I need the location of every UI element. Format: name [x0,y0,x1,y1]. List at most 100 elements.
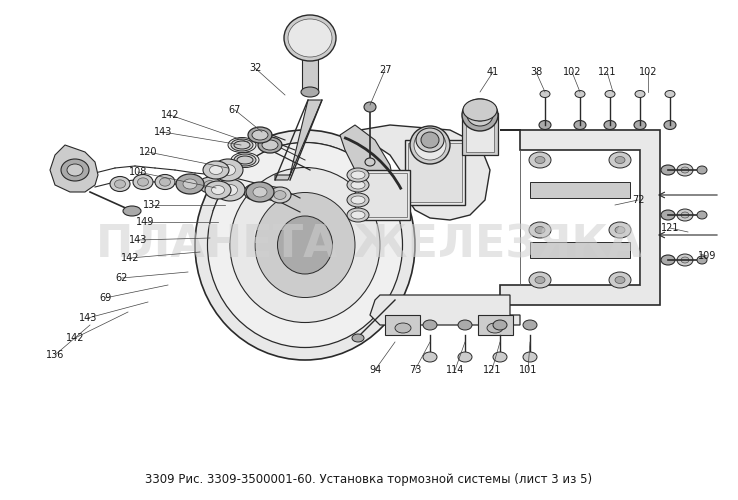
Ellipse shape [67,164,83,176]
Ellipse shape [114,180,125,188]
Text: 143: 143 [79,313,97,323]
Text: 69: 69 [99,293,111,303]
Ellipse shape [195,130,415,360]
Polygon shape [360,125,490,220]
Ellipse shape [246,182,274,202]
Bar [530,182,630,198]
Ellipse shape [249,188,261,196]
Ellipse shape [269,187,291,203]
Text: 72: 72 [632,195,644,205]
Ellipse shape [274,190,286,200]
Ellipse shape [133,174,153,190]
Ellipse shape [284,15,336,61]
Ellipse shape [635,90,645,98]
Ellipse shape [395,323,411,333]
Text: 143: 143 [129,235,147,245]
Ellipse shape [535,156,545,164]
Ellipse shape [523,352,537,362]
Ellipse shape [221,164,235,175]
Ellipse shape [255,192,355,298]
Text: ПЛАНЕТА ЖЕЛЕЗЯКА: ПЛАНЕТА ЖЕЛЕЗЯКА [96,224,642,266]
Ellipse shape [609,152,631,168]
Bar [355,170,410,220]
Ellipse shape [681,167,689,173]
Ellipse shape [416,128,444,152]
Bar [405,140,465,205]
Text: 38: 38 [530,67,542,77]
Ellipse shape [205,181,231,199]
Ellipse shape [661,165,675,175]
Ellipse shape [365,158,375,166]
Ellipse shape [213,159,243,181]
Text: 67: 67 [229,105,241,115]
Ellipse shape [458,320,472,330]
Ellipse shape [681,212,689,218]
Bar [302,38,318,90]
Ellipse shape [458,352,472,362]
Text: 102: 102 [563,67,582,77]
Ellipse shape [677,209,693,221]
Text: 109: 109 [698,251,716,261]
Ellipse shape [183,179,197,189]
Ellipse shape [199,177,221,193]
Ellipse shape [262,140,278,150]
Ellipse shape [301,87,319,97]
Ellipse shape [230,168,380,322]
Ellipse shape [277,216,333,274]
Ellipse shape [176,174,204,194]
Ellipse shape [231,152,259,168]
Ellipse shape [697,211,707,219]
Ellipse shape [423,320,437,330]
Ellipse shape [677,164,693,176]
Text: 73: 73 [409,365,421,375]
Ellipse shape [665,90,675,98]
Polygon shape [50,145,98,192]
Polygon shape [340,125,395,200]
Ellipse shape [609,272,631,288]
Ellipse shape [110,176,130,192]
Ellipse shape [215,179,245,201]
Ellipse shape [137,178,148,186]
Text: 32: 32 [249,63,261,73]
Ellipse shape [231,139,253,151]
Ellipse shape [493,320,507,330]
Ellipse shape [634,120,646,130]
Ellipse shape [210,166,222,174]
Text: 41: 41 [487,67,499,77]
Ellipse shape [604,120,616,130]
Text: 114: 114 [446,365,464,375]
Ellipse shape [351,196,365,204]
Text: 121: 121 [661,223,679,233]
Ellipse shape [535,276,545,283]
Ellipse shape [177,176,199,192]
Bar [478,315,513,335]
Text: 108: 108 [129,167,147,177]
Bar [530,242,630,258]
Ellipse shape [228,138,256,152]
Ellipse shape [352,334,364,342]
Ellipse shape [529,222,551,238]
Ellipse shape [473,109,487,121]
Text: 121: 121 [598,67,616,77]
Ellipse shape [182,180,194,188]
Ellipse shape [539,120,551,130]
Text: 120: 120 [139,147,157,157]
Ellipse shape [204,180,216,190]
Text: 102: 102 [639,67,658,77]
Ellipse shape [222,184,238,196]
Ellipse shape [605,90,615,98]
Ellipse shape [664,120,676,130]
Ellipse shape [252,130,268,140]
Text: 142: 142 [66,333,84,343]
Ellipse shape [463,99,497,121]
Bar [466,116,494,152]
Ellipse shape [529,272,551,288]
Ellipse shape [421,132,439,148]
Ellipse shape [221,180,243,196]
Ellipse shape [237,156,253,164]
Ellipse shape [535,226,545,234]
Ellipse shape [159,178,170,186]
Text: 94: 94 [369,365,381,375]
Ellipse shape [697,166,707,174]
Text: 142: 142 [121,253,139,263]
